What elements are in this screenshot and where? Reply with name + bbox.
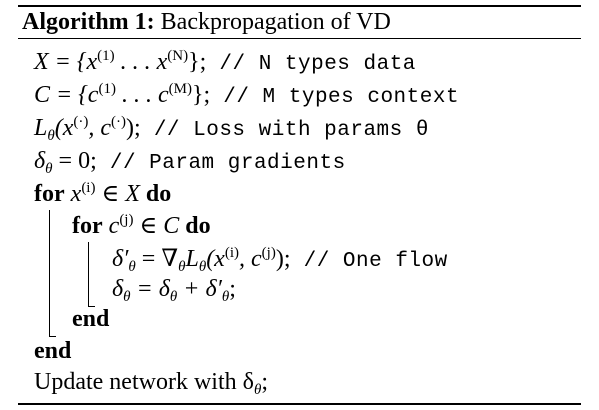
math-text: ∈ C — [133, 213, 186, 239]
superscript: (1) — [97, 48, 115, 64]
line-gradient-compute: δ′θ = ∇θLθ(x(i), c(j)); // One flow — [112, 245, 448, 276]
code-comment: // Loss with params θ — [140, 119, 429, 142]
code-comment: // One flow — [290, 250, 448, 273]
superscript: (N) — [167, 48, 189, 64]
superscript: (1) — [98, 81, 116, 97]
math-text: (x — [54, 115, 74, 141]
algorithm-label: Algorithm 1: — [22, 9, 155, 35]
math-text: (x — [206, 246, 225, 272]
line-gradient-accumulate: δθ = δθ + δ′θ; — [112, 275, 236, 305]
math-text: X = {x — [34, 49, 98, 75]
line-context-definition: C = {c(1) . . . c(M)}; // M types contex… — [34, 81, 459, 112]
math-text: }; — [188, 49, 207, 75]
keyword-do: do — [145, 181, 172, 207]
math-text: = ∇ — [135, 246, 179, 272]
math-text: = δ — [130, 276, 170, 302]
math-text: L — [185, 246, 199, 272]
subscript: θ — [45, 161, 53, 177]
outer-block-cap — [49, 336, 56, 337]
keyword-do: do — [185, 213, 211, 239]
math-text: + δ′ — [177, 276, 222, 302]
algorithm-name: Backpropagation of VD — [160, 9, 391, 35]
keyword-for: for — [34, 181, 65, 207]
math-text: ); — [126, 115, 141, 141]
math-text: ; — [229, 276, 236, 302]
math-text: = 0; — [52, 148, 97, 174]
line-outer-for: for x(i) ∈ X do — [34, 180, 171, 208]
title-rule — [18, 38, 581, 39]
math-text: . . . c — [115, 82, 169, 108]
keyword-end: end — [72, 306, 110, 332]
math-text: ); — [275, 246, 291, 272]
statement-text: Update network with δ — [34, 369, 254, 395]
math-text: , c — [88, 115, 112, 141]
line-inner-end: end — [72, 305, 109, 333]
superscript: (j) — [261, 245, 276, 261]
top-rule — [18, 5, 581, 7]
superscript: (·) — [73, 114, 89, 130]
line-data-definition: X = {x(1) . . . x(N)}; // N types data — [34, 48, 416, 79]
outer-block-bar — [49, 210, 50, 336]
math-text: c — [102, 213, 120, 239]
code-comment: // Param gradients — [96, 152, 346, 175]
line-gradient-init: δθ = 0; // Param gradients — [34, 147, 346, 178]
math-text: x — [64, 181, 82, 207]
math-text: C = {c — [34, 82, 99, 108]
math-text: , c — [239, 246, 262, 272]
math-text: δ — [34, 148, 46, 174]
keyword-end: end — [34, 338, 72, 364]
subscript: θ — [253, 382, 262, 398]
line-loss-definition: Lθ(x(·), c(·)); // Loss with params θ — [34, 114, 429, 145]
subscript: θ — [123, 289, 131, 305]
superscript: (i) — [81, 180, 96, 196]
keyword-for: for — [72, 213, 103, 239]
math-text: δ — [112, 276, 124, 302]
code-comment: // M types context — [210, 86, 460, 109]
subscript: θ — [221, 289, 230, 305]
statement-text: ; — [261, 369, 268, 395]
inner-block-cap — [88, 306, 95, 307]
inner-block-bar — [88, 242, 89, 306]
math-text: δ′ — [112, 246, 129, 272]
subscript: θ — [128, 259, 136, 275]
math-text: ∈ X — [95, 181, 146, 207]
subscript: θ — [178, 259, 186, 275]
superscript: (i) — [224, 245, 240, 261]
superscript: (M) — [168, 81, 192, 97]
superscript: (·) — [111, 114, 127, 130]
line-update-network: Update network with δθ; — [34, 368, 268, 398]
subscript: θ — [169, 289, 178, 305]
bottom-rule — [18, 403, 581, 405]
subscript: θ — [47, 128, 55, 144]
math-text: }; — [191, 82, 211, 108]
math-text: L — [34, 115, 48, 141]
line-inner-for: for c(j) ∈ C do — [72, 212, 211, 240]
code-comment: // N types data — [206, 53, 416, 76]
line-outer-end: end — [34, 337, 71, 365]
superscript: (j) — [119, 212, 134, 228]
subscript: θ — [198, 259, 207, 275]
algorithm-title: Algorithm 1: Backpropagation of VD — [22, 8, 391, 36]
math-text: . . . x — [114, 49, 168, 75]
